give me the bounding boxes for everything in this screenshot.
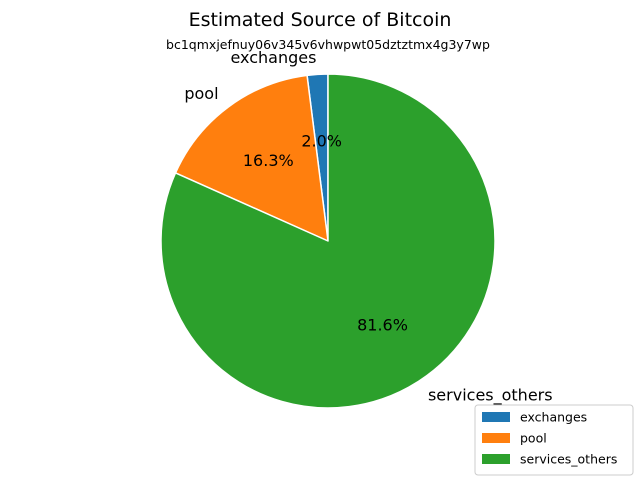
pie-slice-labels: exchanges pool services_others — [184, 48, 552, 405]
pct-label-pool: 16.3% — [243, 151, 294, 170]
pct-label-exchanges: 2.0% — [301, 131, 342, 150]
chart-subtitle: bc1qmxjefnuy06v345v6vhwpwt05dztztmx4g3y7… — [166, 37, 490, 52]
legend-swatch-pool — [482, 433, 510, 443]
pie-slices — [160, 73, 496, 409]
legend-label-exchanges: exchanges — [520, 410, 587, 425]
pie-slice-services-others — [160, 73, 496, 409]
slice-label-exchanges: exchanges — [230, 48, 316, 67]
legend-entries: exchanges pool services_others — [482, 410, 617, 467]
chart-title: Estimated Source of Bitcoin — [189, 9, 452, 31]
legend: exchanges pool services_others — [474, 404, 634, 476]
legend-label-pool: pool — [520, 431, 547, 446]
legend-swatch-services-others — [482, 454, 510, 464]
slice-label-services-others: services_others — [428, 386, 553, 406]
legend-swatch-exchanges — [482, 412, 510, 422]
legend-label-services-others: services_others — [520, 452, 617, 467]
legend-frame — [474, 404, 634, 476]
pct-label-services-others: 81.6% — [357, 316, 408, 335]
pie-percentage-labels: 2.0% 16.3% 81.6% — [243, 131, 408, 334]
slice-label-pool: pool — [184, 84, 218, 103]
pie-slice-pool — [174, 74, 329, 242]
